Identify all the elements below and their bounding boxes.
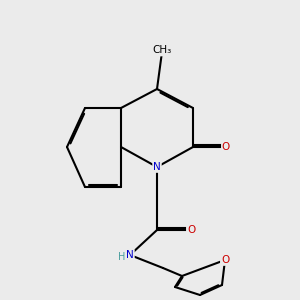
Text: O: O xyxy=(222,142,230,152)
Text: O: O xyxy=(221,255,229,265)
Text: N: N xyxy=(126,250,134,260)
Text: N: N xyxy=(153,162,161,172)
Text: O: O xyxy=(187,225,195,235)
Text: CH₃: CH₃ xyxy=(152,46,172,56)
Text: H: H xyxy=(118,251,125,262)
